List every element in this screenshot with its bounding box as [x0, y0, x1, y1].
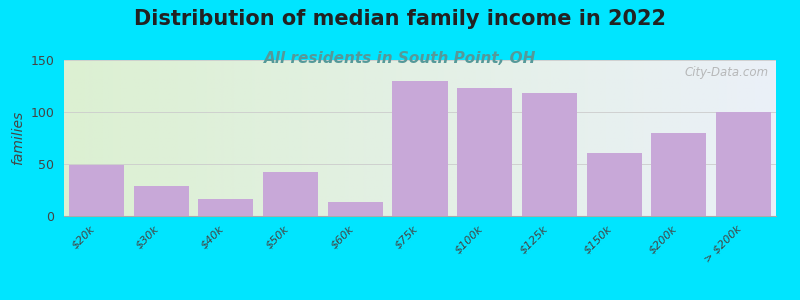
- Text: All residents in South Point, OH: All residents in South Point, OH: [264, 51, 536, 66]
- Bar: [393, 81, 447, 216]
- Bar: [716, 112, 771, 216]
- Bar: [69, 165, 124, 216]
- Y-axis label: families: families: [11, 111, 25, 165]
- Text: City-Data.com: City-Data.com: [685, 66, 769, 79]
- Text: Distribution of median family income in 2022: Distribution of median family income in …: [134, 9, 666, 29]
- Bar: [458, 88, 512, 216]
- Bar: [263, 172, 318, 216]
- Bar: [198, 200, 254, 216]
- Bar: [586, 153, 642, 216]
- Bar: [134, 186, 189, 216]
- Bar: [651, 133, 706, 216]
- Bar: [522, 93, 577, 216]
- Bar: [328, 202, 382, 216]
